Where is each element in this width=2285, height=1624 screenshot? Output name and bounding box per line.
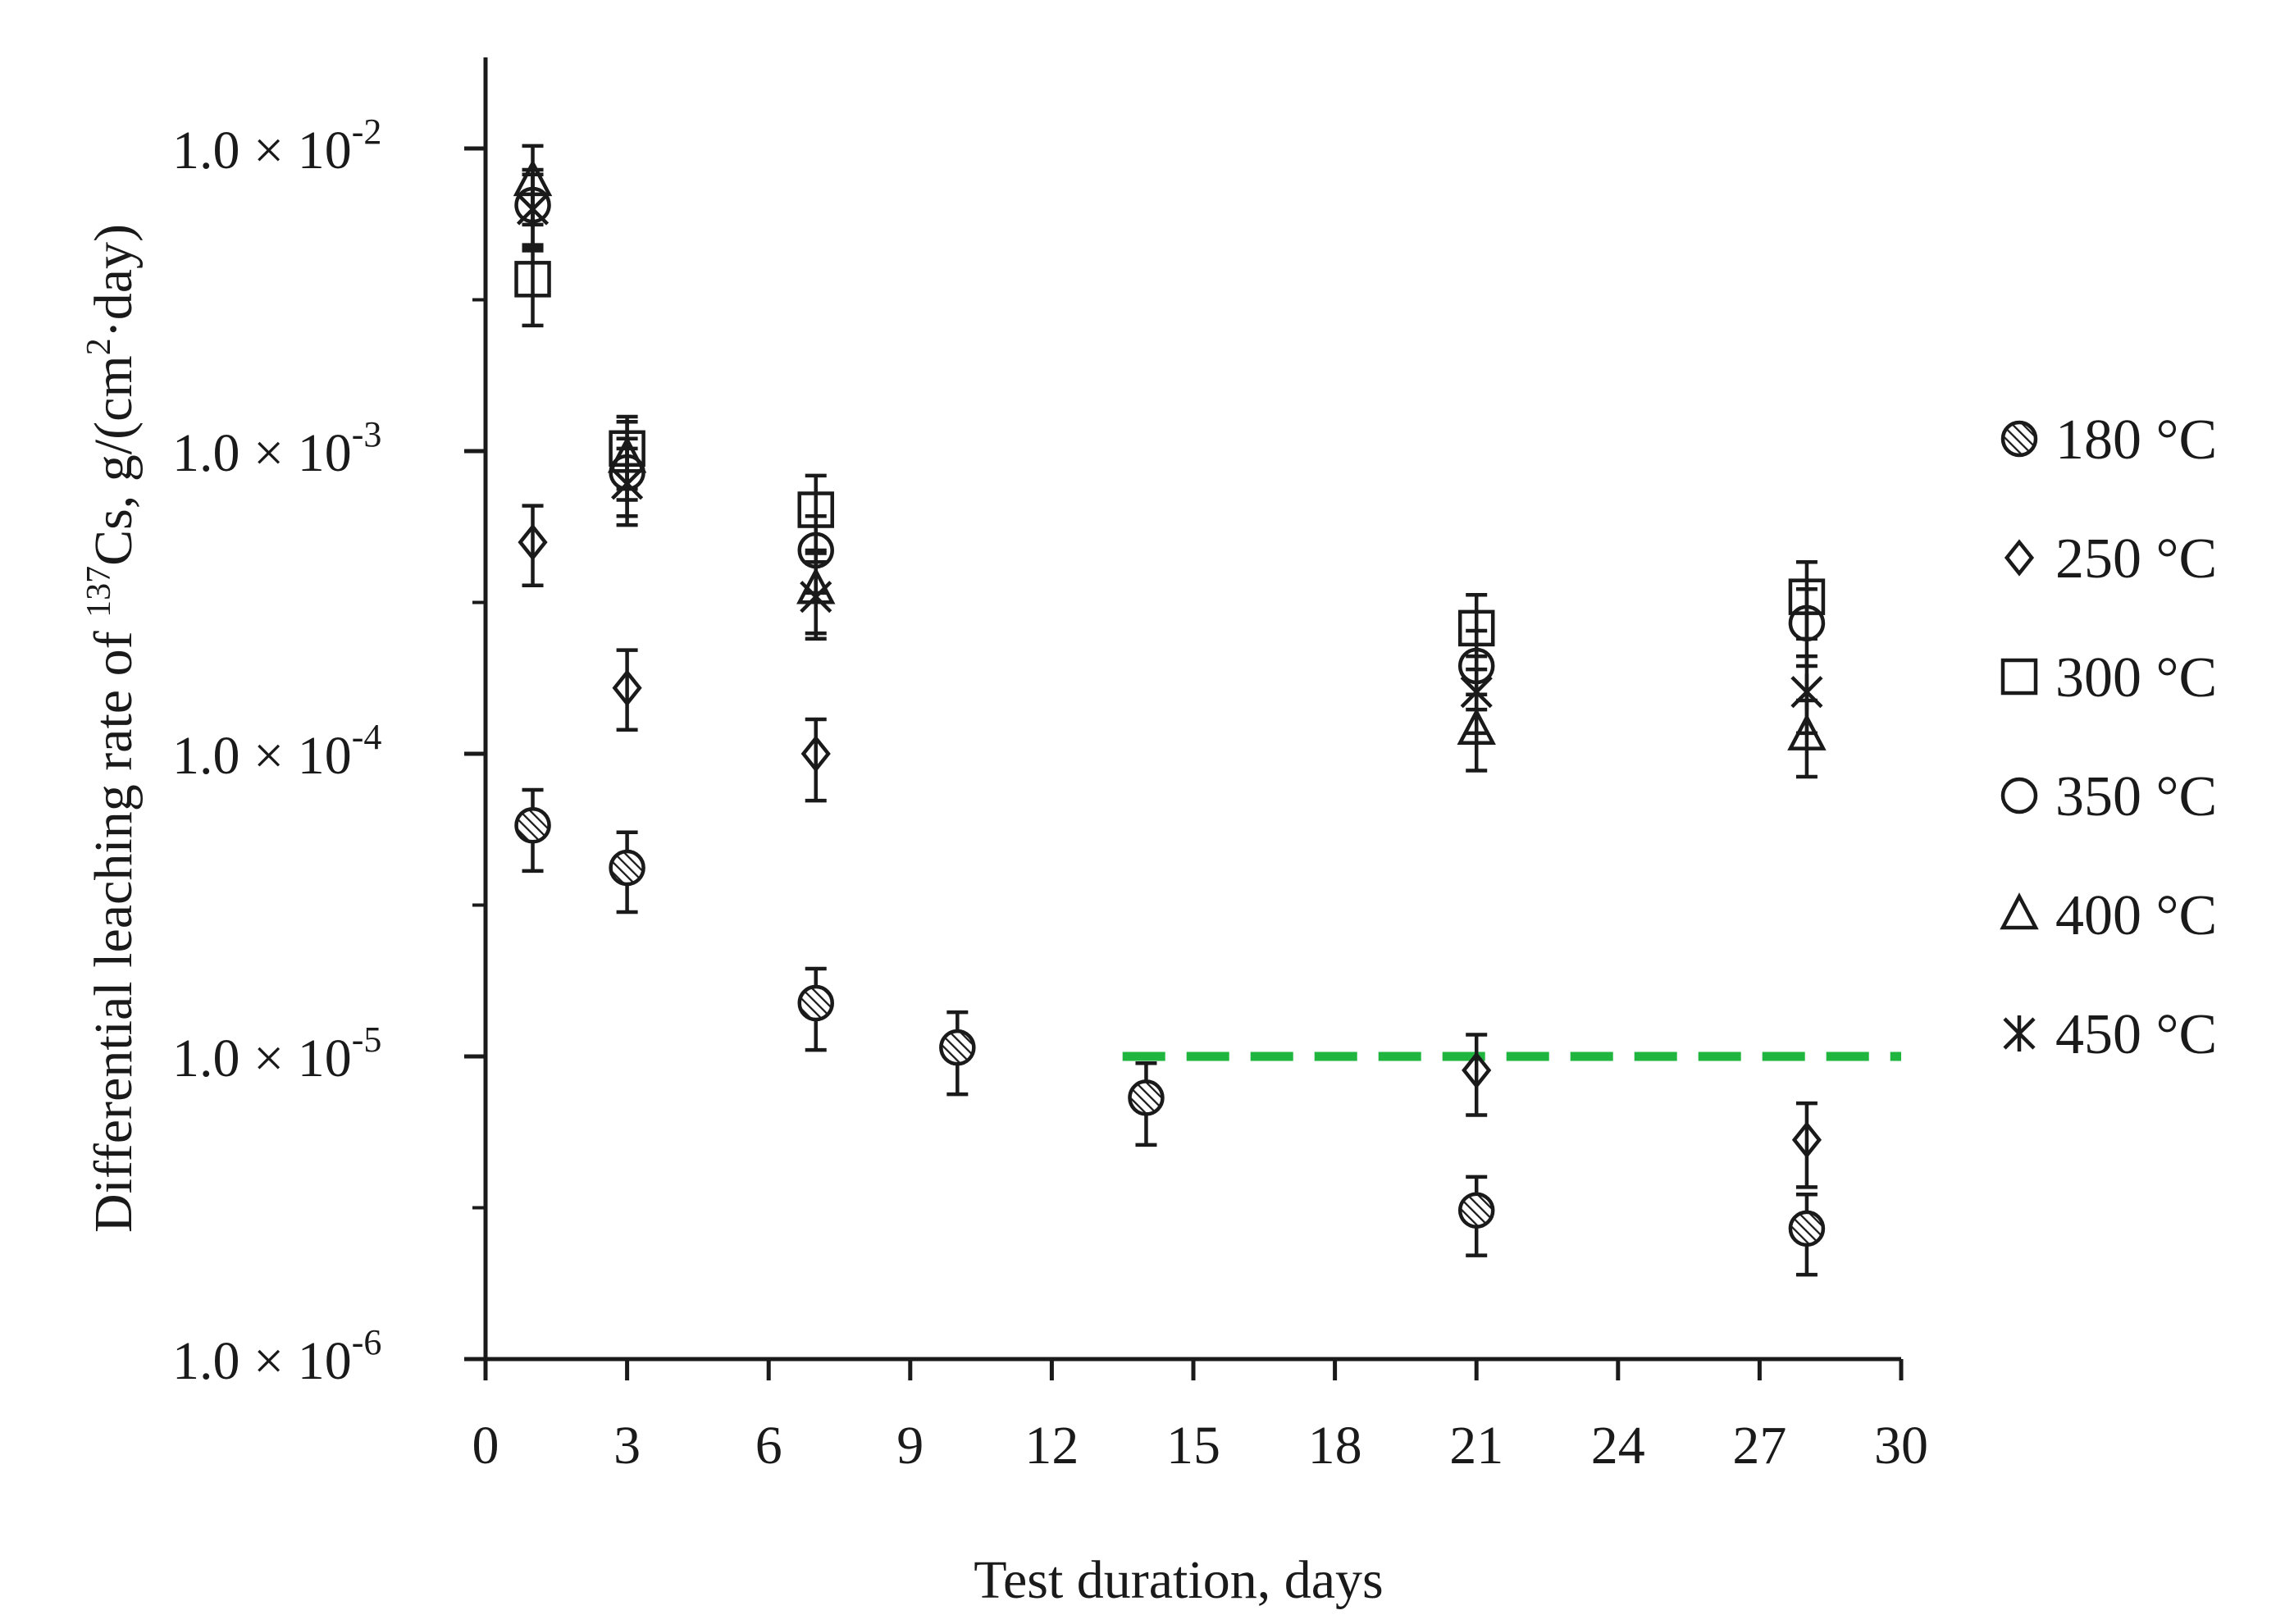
y-axis-title-suffix: ·day)	[84, 224, 144, 338]
x-tick-label: 9	[896, 1416, 924, 1476]
data-point	[800, 578, 832, 615]
data-point	[1790, 673, 1823, 710]
data-point	[514, 807, 551, 844]
axes	[483, 57, 1901, 1362]
data-point	[1462, 1051, 1492, 1089]
y-tick-mantissa: 1.0 × 10	[172, 1331, 352, 1391]
x-tick-label: 27	[1732, 1416, 1786, 1476]
data-point	[1457, 1192, 1495, 1229]
x-axis-title: Test duration, days	[974, 1550, 1383, 1610]
legend-item: 250 °C	[2004, 527, 2217, 591]
y-tick-label: 1.0 × 10-2	[172, 112, 381, 180]
legend-label: 250 °C	[2055, 527, 2217, 591]
data-point	[797, 984, 834, 1022]
legend-item: 180 °C	[2000, 408, 2217, 472]
legend-marker	[2000, 777, 2038, 814]
legend-marker	[2000, 420, 2038, 458]
legend-label: 300 °C	[2055, 646, 2217, 709]
data-point	[1457, 707, 1496, 746]
y-tick-mantissa: 1.0 × 10	[172, 1029, 352, 1088]
y-tick-mantissa: 1.0 × 10	[172, 423, 352, 483]
legend-item: 400 °C	[2000, 884, 2217, 947]
x-tick-label: 0	[472, 1416, 499, 1476]
y-tick-label: 1.0 × 10-5	[172, 1020, 381, 1088]
legend-item: 450 °C	[2003, 1003, 2217, 1066]
legend-marker	[2000, 892, 2039, 930]
series-circle	[514, 167, 1826, 712]
y-axis-title: Differential leaching rate of 137Cs, g/(…	[80, 224, 144, 1233]
y-tick-label: 1.0 × 10-3	[172, 414, 381, 483]
y-tick-mantissa: 1.0 × 10	[172, 726, 352, 786]
x-tick-label: 15	[1166, 1416, 1220, 1476]
data-point	[1460, 673, 1493, 710]
legend-label: 180 °C	[2055, 408, 2217, 472]
legend-item: 300 °C	[2000, 646, 2217, 709]
series-hatched-circle	[514, 787, 1826, 1277]
legend-marker	[2003, 1015, 2036, 1051]
x-tick-label: 30	[1874, 1416, 1928, 1476]
x-tick-label: 21	[1449, 1416, 1503, 1476]
y-tick-exponent: -4	[352, 717, 382, 757]
data-point	[1788, 604, 1826, 642]
data-point	[1788, 1210, 1826, 1248]
y-tick-exponent: -2	[352, 112, 382, 152]
series-square	[514, 243, 1826, 672]
data-point	[1791, 1121, 1822, 1159]
y-axis-title-isotope: 137	[80, 566, 118, 618]
data-point	[612, 669, 642, 707]
y-ticks: 1.0 × 10-21.0 × 10-31.0 × 10-41.0 × 10-5…	[172, 112, 486, 1391]
legend-item: 350 °C	[2000, 765, 2217, 828]
x-tick-label: 18	[1308, 1416, 1362, 1476]
x-tick-label: 12	[1024, 1416, 1079, 1476]
legend: 180 °C 250 °C 300 °C 350 °C 400 °C 450 °C	[2000, 408, 2217, 1066]
data-point	[609, 849, 645, 887]
data-point	[514, 261, 551, 298]
legend-label: 450 °C	[2055, 1003, 2217, 1066]
data-point	[1128, 1079, 1165, 1116]
legend-marker	[2004, 539, 2035, 577]
x-tick-label: 3	[613, 1416, 641, 1476]
error-bar	[1466, 1033, 1488, 1117]
series-diamond	[518, 504, 1822, 1189]
y-tick-mantissa: 1.0 × 10	[172, 121, 352, 180]
error-bar	[1795, 1101, 1818, 1189]
y-axis-title-element: Cs, g/(cm	[84, 355, 144, 566]
error-bar	[522, 243, 544, 328]
data-point	[516, 191, 550, 228]
data-point	[939, 1029, 976, 1066]
legend-label: 400 °C	[2055, 884, 2217, 947]
x-tick-label: 24	[1591, 1416, 1645, 1476]
data-point	[518, 523, 548, 561]
error-bar	[805, 717, 827, 803]
data-point	[800, 735, 831, 773]
x-tick-label: 6	[755, 1416, 782, 1476]
y-tick-exponent: -5	[352, 1020, 382, 1060]
y-tick-exponent: -3	[352, 414, 382, 454]
y-tick-label: 1.0 × 10-4	[172, 717, 381, 786]
y-tick-exponent: -6	[352, 1322, 382, 1362]
error-bar	[522, 504, 544, 587]
error-bar	[616, 648, 638, 732]
legend-marker	[2000, 658, 2038, 696]
x-ticks: 0 3 6 9 12 15 18 21 24 27 30	[472, 1359, 1928, 1476]
y-tick-label: 1.0 × 10-6	[172, 1322, 381, 1391]
series-triangle	[513, 144, 1827, 779]
series-group	[513, 144, 1827, 1277]
y-axis-title-exponent: 2	[80, 338, 118, 355]
data-point	[611, 465, 644, 502]
y-axis-title-prefix: Differential leaching rate of	[84, 618, 144, 1233]
series-asterisk	[516, 172, 1823, 736]
legend-label: 350 °C	[2055, 765, 2217, 828]
